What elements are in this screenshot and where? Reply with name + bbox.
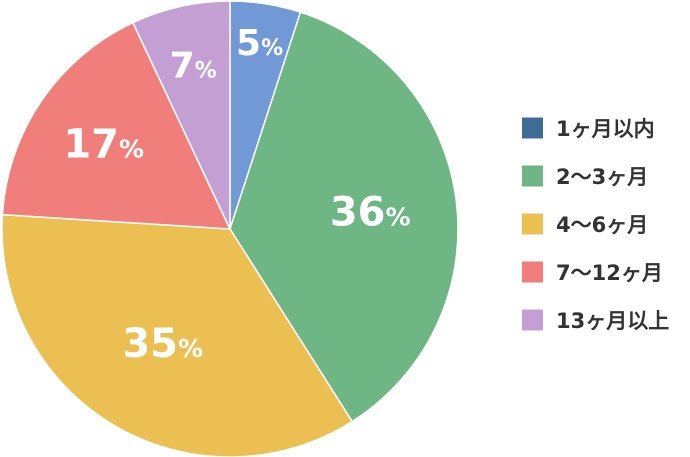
pie-slice-2	[229, 11, 459, 423]
slice-percent-sign: %	[195, 58, 217, 83]
slice-labels: 5%36%35%17%7%	[63, 23, 410, 367]
legend-label: 13ヶ月以上	[556, 309, 669, 333]
slice-label-5: 7%	[170, 45, 217, 86]
legend-label: 1ヶ月以内	[556, 117, 655, 141]
legend-swatch	[522, 117, 543, 139]
slice-value: 7	[170, 45, 195, 86]
slice-label-1: 5%	[236, 23, 283, 64]
slice-label-2: 36%	[330, 190, 411, 236]
legend-swatch	[522, 165, 543, 187]
legend-item: 2〜3ヶ月	[522, 165, 648, 189]
legend-item: 7〜12ヶ月	[522, 261, 663, 285]
legend-item: 4〜6ヶ月	[522, 213, 648, 237]
legend-swatch	[522, 309, 543, 331]
slice-value: 17	[63, 122, 119, 168]
legend-swatch	[522, 261, 543, 283]
pie-slice-4	[1, 21, 232, 230]
slice-value: 5	[236, 23, 261, 64]
legend-item: 1ヶ月以内	[522, 117, 655, 141]
pie-slice-5	[131, 0, 231, 230]
legend-label: 4〜6ヶ月	[556, 213, 648, 237]
legend-swatch	[522, 213, 543, 235]
slice-percent-sign: %	[386, 203, 411, 232]
slice-label-3: 35%	[122, 321, 203, 367]
pie-slice-3	[1, 213, 354, 457]
slice-value: 36	[330, 190, 386, 236]
slice-percent-sign: %	[119, 135, 144, 164]
legend-item: 13ヶ月以上	[522, 309, 669, 333]
pie-slices	[1, 0, 459, 457]
slice-percent-sign: %	[261, 36, 283, 61]
legend-label: 7〜12ヶ月	[556, 261, 663, 285]
slice-value: 35	[122, 321, 178, 367]
slice-percent-sign: %	[178, 334, 203, 363]
legend-label: 2〜3ヶ月	[556, 165, 648, 189]
legend: 1ヶ月以内 2〜3ヶ月 4〜6ヶ月 7〜12ヶ月 13ヶ月以上	[522, 117, 669, 333]
slice-label-4: 17%	[63, 122, 144, 168]
